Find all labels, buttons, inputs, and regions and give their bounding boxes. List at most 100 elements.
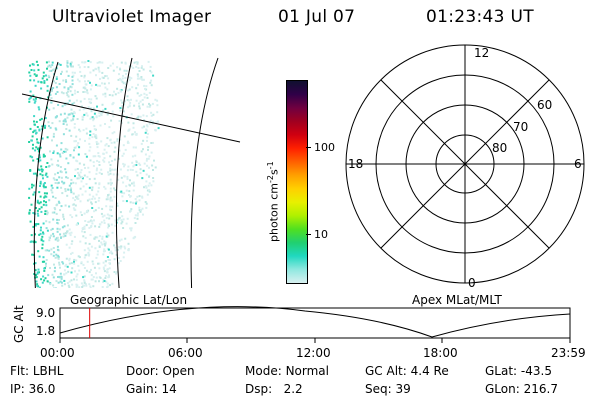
emission-pixel bbox=[62, 150, 65, 153]
emission-pixel bbox=[77, 142, 80, 145]
emission-pixel bbox=[120, 105, 123, 108]
emission-pixel bbox=[35, 74, 38, 77]
emission-pixel bbox=[88, 149, 91, 152]
emission-pixel bbox=[145, 124, 148, 127]
status-gain: Gain: 14 bbox=[126, 382, 177, 396]
emission-pixel bbox=[53, 178, 56, 181]
emission-pixel bbox=[34, 233, 36, 236]
emission-pixel bbox=[42, 256, 45, 259]
emission-pixel bbox=[92, 107, 95, 110]
emission-pixel bbox=[57, 257, 60, 260]
emission-pixel bbox=[103, 82, 106, 85]
emission-pixel bbox=[103, 214, 106, 217]
emission-pixel bbox=[106, 271, 109, 274]
emission-pixel bbox=[116, 138, 119, 141]
emission-pixel bbox=[55, 78, 58, 80]
emission-pixel bbox=[128, 76, 131, 79]
emission-pixel bbox=[112, 102, 114, 105]
emission-pixel bbox=[138, 206, 141, 209]
emission-pixel bbox=[129, 227, 132, 230]
emission-pixel bbox=[84, 236, 87, 239]
emission-pixel bbox=[104, 244, 107, 247]
emission-pixel bbox=[28, 98, 31, 101]
emission-pixel bbox=[135, 160, 138, 163]
emission-pixel bbox=[79, 138, 81, 141]
emission-pixel bbox=[63, 273, 66, 276]
emission-pixel bbox=[33, 79, 36, 82]
emission-pixel bbox=[40, 165, 43, 168]
emission-pixel bbox=[68, 246, 71, 249]
emission-pixel bbox=[58, 201, 61, 204]
emission-pixel bbox=[43, 267, 46, 270]
emission-pixel bbox=[105, 235, 108, 238]
emission-pixel bbox=[65, 80, 68, 83]
emission-pixel bbox=[109, 178, 112, 181]
emission-pixel bbox=[76, 118, 79, 120]
projection-label-geographic: Geographic Lat/Lon bbox=[70, 293, 188, 307]
emission-pixel bbox=[135, 99, 138, 102]
emission-pixel bbox=[70, 271, 73, 274]
emission-pixel bbox=[58, 120, 61, 123]
emission-pixel bbox=[127, 121, 130, 124]
emission-pixel bbox=[144, 201, 147, 203]
emission-pixel bbox=[101, 243, 104, 246]
emission-pixel bbox=[86, 199, 89, 202]
emission-pixel bbox=[107, 171, 109, 174]
emission-pixel bbox=[150, 79, 153, 82]
emission-pixel bbox=[109, 64, 112, 67]
emission-pixel bbox=[45, 227, 48, 230]
emission-pixel bbox=[34, 100, 37, 103]
emission-pixel bbox=[142, 114, 145, 117]
emission-pixel bbox=[98, 171, 101, 174]
emission-pixel bbox=[136, 217, 139, 220]
colorbar-gradient bbox=[287, 81, 307, 283]
emission-pixel bbox=[107, 111, 110, 113]
emission-pixel bbox=[33, 120, 35, 123]
emission-pixel bbox=[43, 279, 46, 282]
emission-pixel bbox=[92, 195, 95, 198]
emission-pixel bbox=[105, 205, 108, 208]
emission-pixel bbox=[38, 208, 41, 210]
emission-pixel bbox=[103, 250, 106, 253]
emission-pixel bbox=[150, 114, 153, 117]
emission-pixel bbox=[62, 235, 65, 238]
emission-pixel bbox=[34, 223, 37, 226]
emission-pixel bbox=[51, 64, 54, 67]
emission-pixel bbox=[138, 94, 141, 97]
emission-pixel bbox=[98, 223, 101, 226]
emission-pixel bbox=[32, 225, 35, 228]
emission-pixel bbox=[35, 280, 38, 283]
emission-pixel bbox=[148, 190, 151, 193]
emission-pixel bbox=[121, 220, 124, 223]
emission-pixel bbox=[54, 238, 57, 241]
emission-pixel bbox=[42, 185, 45, 188]
emission-pixel bbox=[69, 62, 72, 65]
emission-pixel bbox=[101, 215, 104, 218]
emission-pixel bbox=[98, 262, 101, 265]
emission-pixel bbox=[137, 75, 140, 78]
emission-pixel bbox=[104, 144, 107, 147]
emission-pixel bbox=[46, 211, 49, 214]
emission-pixel bbox=[71, 251, 74, 254]
emission-pixel bbox=[43, 155, 46, 158]
emission-pixel bbox=[64, 150, 67, 153]
emission-pixel bbox=[38, 202, 41, 205]
emission-pixel bbox=[132, 202, 135, 204]
emission-pixel bbox=[87, 251, 90, 254]
emission-pixel bbox=[139, 100, 142, 103]
emission-pixel bbox=[51, 88, 53, 91]
instrument-title: Ultraviolet Imager bbox=[52, 7, 212, 27]
emission-pixel bbox=[85, 132, 88, 135]
emission-pixel bbox=[109, 181, 112, 184]
emission-pixel bbox=[114, 93, 117, 96]
emission-pixel bbox=[124, 86, 127, 89]
aurora-emission-area bbox=[28, 60, 160, 288]
emission-pixel bbox=[86, 114, 89, 117]
emission-pixel bbox=[54, 92, 57, 95]
emission-pixel bbox=[29, 96, 32, 99]
status-ip: IP: 36.0 bbox=[10, 382, 56, 396]
emission-pixel bbox=[34, 129, 37, 132]
emission-pixel bbox=[91, 116, 94, 119]
emission-pixel bbox=[67, 95, 70, 98]
